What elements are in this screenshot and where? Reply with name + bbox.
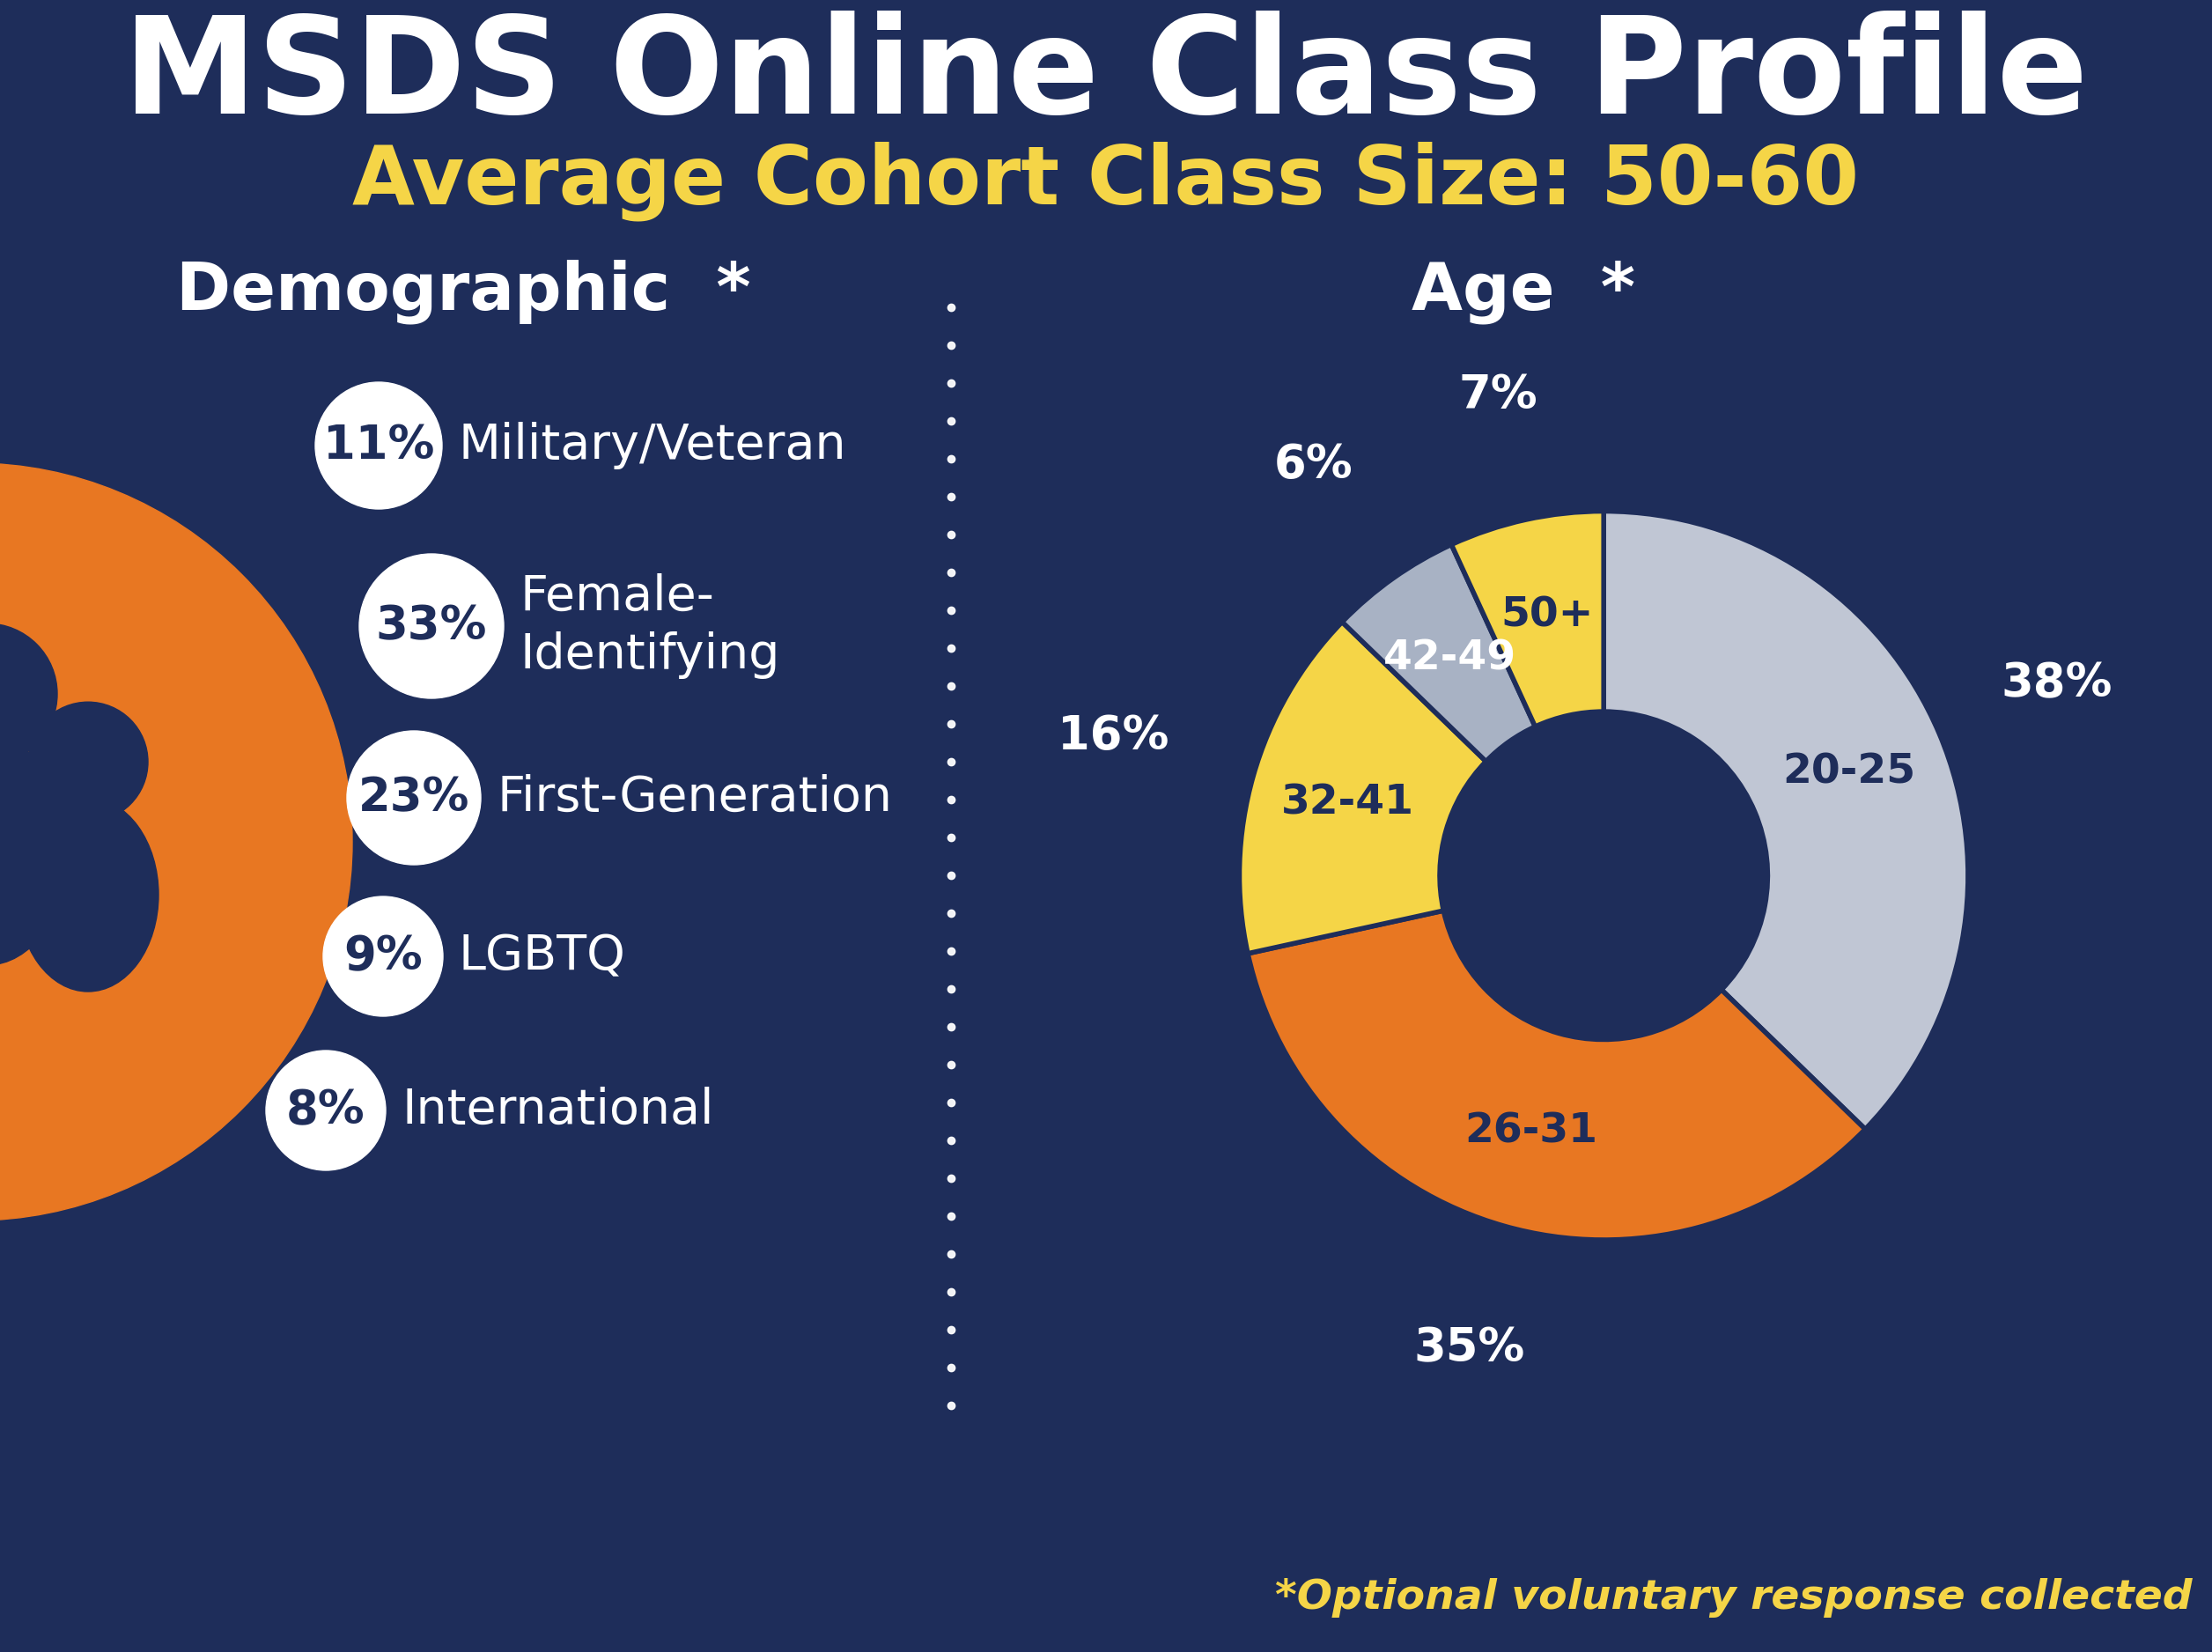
Text: 26-31: 26-31 [1464,1112,1597,1151]
Text: 33%: 33% [376,603,487,649]
Text: Age  *: Age * [1411,259,1635,324]
Circle shape [0,463,352,1221]
Text: LGBTQ: LGBTQ [458,932,626,980]
Text: 23%: 23% [358,775,469,821]
Text: 9%: 9% [343,933,422,980]
Text: 20-25: 20-25 [1783,752,1916,791]
Wedge shape [1343,545,1535,762]
Wedge shape [1239,621,1486,953]
Wedge shape [1248,910,1865,1241]
Circle shape [323,897,442,1016]
Text: 16%: 16% [1057,714,1168,758]
Wedge shape [1451,510,1604,727]
Text: *Optional voluntary response collected: *Optional voluntary response collected [1276,1578,2192,1617]
Text: 7%: 7% [1460,372,1537,418]
Text: 42-49: 42-49 [1382,639,1517,679]
Text: Average Cohort Class Size: 50-60: Average Cohort Class Size: 50-60 [352,142,1860,221]
Ellipse shape [0,737,69,965]
Circle shape [265,1051,385,1170]
Ellipse shape [18,798,159,991]
Text: 11%: 11% [323,423,434,469]
Text: 50+: 50+ [1500,596,1593,636]
Text: First-Generation: First-Generation [498,775,891,821]
Text: 32-41: 32-41 [1281,783,1413,823]
Text: Military/Veteran: Military/Veteran [458,421,845,469]
Wedge shape [1604,510,1969,1130]
Text: 38%: 38% [2002,661,2112,707]
Text: 35%: 35% [1413,1327,1524,1371]
Circle shape [29,702,148,821]
Text: 6%: 6% [1274,443,1354,487]
Text: 8%: 8% [285,1087,365,1133]
Text: International: International [403,1087,714,1135]
Circle shape [358,553,504,699]
Circle shape [0,623,58,765]
Text: Female-
Identifying: Female- Identifying [520,573,779,679]
Text: MSDS Online Class Profile: MSDS Online Class Profile [124,10,2088,142]
Text: Demographic  *: Demographic * [177,259,750,324]
Circle shape [316,382,442,509]
Circle shape [347,730,480,864]
